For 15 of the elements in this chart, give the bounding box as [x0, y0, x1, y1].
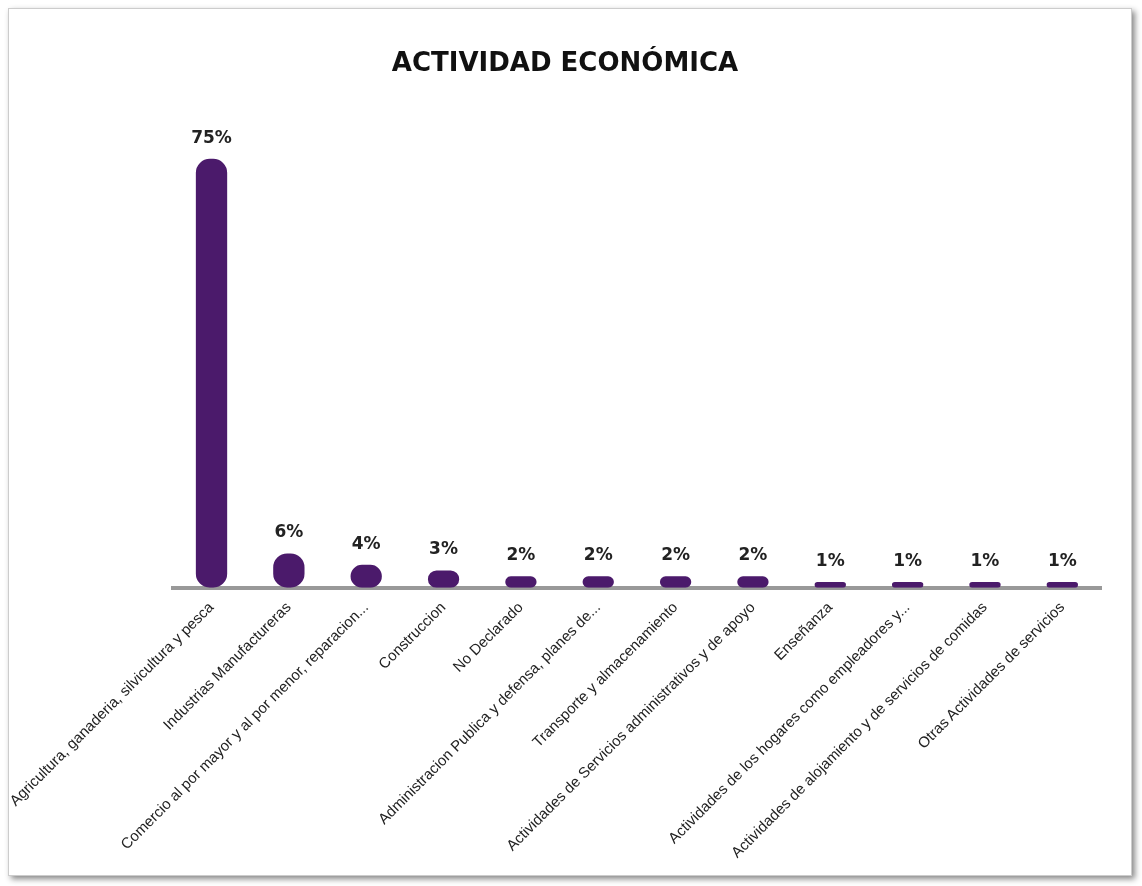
data-label: 6% [274, 521, 304, 542]
data-label: 75% [191, 126, 232, 147]
bar [969, 581, 1001, 588]
data-label: 1% [815, 549, 845, 570]
data-label: 1% [893, 549, 923, 570]
data-label: 1% [970, 549, 1000, 570]
data-label: 2% [661, 544, 691, 565]
bar [195, 158, 228, 588]
data-label: 2% [738, 544, 768, 565]
chart-title: ACTIVIDAD ECONÓMICA [391, 46, 739, 78]
data-label: 1% [1047, 549, 1077, 570]
data-label: 3% [429, 538, 458, 559]
data-label: 2% [583, 544, 613, 565]
data-label: 4% [351, 532, 381, 553]
data-label: 2% [506, 544, 536, 565]
